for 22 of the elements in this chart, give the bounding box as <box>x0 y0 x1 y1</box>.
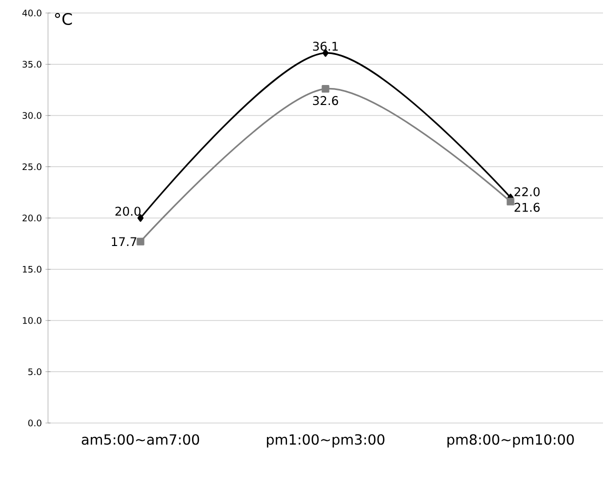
x-tick-label: pm8:00~pm10:00 <box>447 434 574 448</box>
data-label: 36.1 <box>313 42 338 51</box>
data-label: 32.6 <box>313 96 338 106</box>
y-tick-label: 5.0 <box>28 368 42 376</box>
y-tick-label: 35.0 <box>22 60 42 68</box>
y-tick-label: 10.0 <box>22 317 42 324</box>
point <box>322 85 330 93</box>
y-axis-title: °C <box>55 12 72 26</box>
y-tick-label: 40.0 <box>22 10 42 16</box>
x-tick-label: pm1:00~pm3:00 <box>266 434 384 448</box>
y-tick-label: 15.0 <box>22 266 42 273</box>
y-tick-label: 30.0 <box>22 112 42 119</box>
y-tick-label: 20.0 <box>22 214 42 222</box>
data-label: 22.0 <box>514 187 540 196</box>
point <box>136 238 144 246</box>
data-label: 17.7 <box>112 237 136 246</box>
point <box>506 198 514 206</box>
data-label: 20.0 <box>115 206 140 216</box>
y-tick-label: 25.0 <box>22 163 42 170</box>
x-tick-label: am5:00~am7:00 <box>82 434 200 445</box>
y-tick-label: 0.0 <box>28 420 42 426</box>
data-label: 21.6 <box>514 202 540 212</box>
